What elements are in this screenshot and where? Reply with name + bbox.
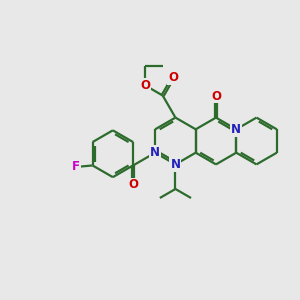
Text: N: N — [231, 123, 241, 136]
Text: N: N — [150, 146, 160, 159]
Text: O: O — [211, 89, 221, 103]
Text: F: F — [72, 160, 80, 173]
Text: O: O — [128, 178, 138, 191]
Text: N: N — [170, 158, 180, 171]
Text: O: O — [140, 79, 150, 92]
Text: O: O — [168, 71, 178, 84]
